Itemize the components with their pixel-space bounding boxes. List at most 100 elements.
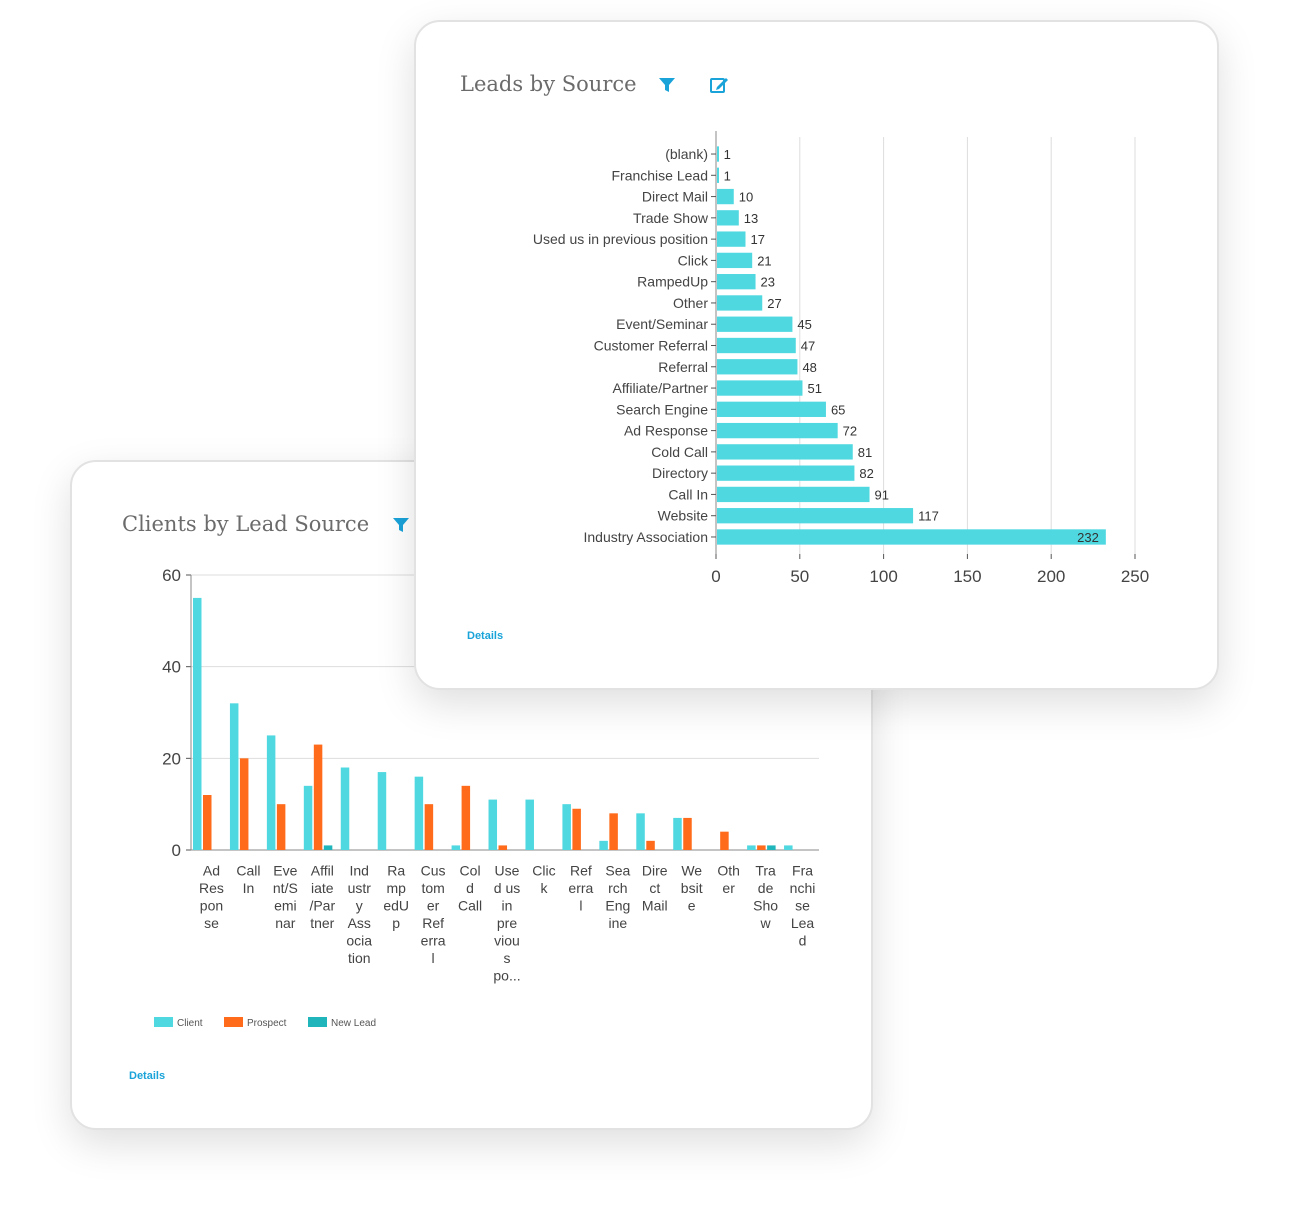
bar <box>717 508 914 524</box>
value-label: 81 <box>858 445 872 460</box>
category-label: RampedUp <box>637 274 708 290</box>
value-label: 27 <box>767 296 781 311</box>
category-label: Referral <box>658 359 708 375</box>
legend-swatch <box>308 1017 327 1027</box>
bar <box>461 785 471 850</box>
bar <box>717 188 734 205</box>
category-label: Used us in previous position <box>533 231 708 247</box>
bar <box>683 817 692 850</box>
bar <box>229 703 239 850</box>
x-tick-label: 250 <box>1121 567 1149 586</box>
bar <box>313 744 323 850</box>
category-label: Other <box>673 295 708 311</box>
category-label: Tra de Sho w <box>753 863 778 932</box>
bar <box>720 831 729 850</box>
bar <box>757 845 766 850</box>
bar <box>767 845 776 850</box>
category-label: Customer Referral <box>594 338 708 354</box>
value-label: 45 <box>797 317 811 332</box>
category-label: Direct Mail <box>642 189 708 205</box>
legend-swatch <box>154 1017 173 1027</box>
leads-details-link[interactable]: Details <box>467 630 504 642</box>
category-label: Trade Show <box>633 210 709 226</box>
bar <box>525 799 534 850</box>
bar <box>717 401 826 417</box>
value-label: 21 <box>757 253 771 268</box>
bar <box>646 840 655 850</box>
x-tick-label: 0 <box>711 567 720 586</box>
bar <box>673 817 682 850</box>
category-label: (blank) <box>665 146 708 162</box>
category-label: Search Engine <box>616 401 708 417</box>
category-label: Directory <box>652 465 708 481</box>
category-label: Cus tom er Ref erra l <box>421 863 446 967</box>
bar <box>323 845 333 850</box>
bar <box>717 231 746 247</box>
category-label: Dire ct Mail <box>642 863 668 914</box>
value-label: 17 <box>750 232 764 247</box>
bar <box>717 380 803 396</box>
bar <box>303 785 313 850</box>
category-label: Event/Seminar <box>616 316 708 332</box>
legend-swatch <box>224 1017 243 1027</box>
y-tick-label: 20 <box>162 749 181 768</box>
clients-details-link[interactable]: Details <box>129 1070 166 1082</box>
filter-icon[interactable] <box>656 74 678 96</box>
bar <box>340 767 350 850</box>
bar <box>717 337 796 354</box>
y-tick-label: 0 <box>172 841 181 860</box>
legend-label: Client <box>177 1018 203 1029</box>
value-label: 48 <box>802 360 816 375</box>
category-label: Col d Call <box>458 863 482 914</box>
category-label: Fra nchi se Lea d <box>790 863 816 949</box>
value-label: 10 <box>739 190 753 205</box>
bar <box>562 804 571 850</box>
filter-icon[interactable] <box>390 514 412 536</box>
bar <box>717 444 853 460</box>
value-label: 232 <box>1077 530 1099 545</box>
leads-card-title: Leads by Source <box>460 72 637 96</box>
category-label: Ind ustr y Ass ocia tion <box>346 863 372 967</box>
bar <box>498 845 508 850</box>
bar <box>193 597 202 850</box>
x-tick-label: 150 <box>953 567 981 586</box>
leads-by-source-card: Leads by Source 0 50 100 150 200 250 (blank) 1 F… <box>414 20 1219 690</box>
bar <box>717 465 855 481</box>
bar <box>451 845 461 850</box>
value-label: 23 <box>761 275 775 290</box>
value-label: 1 <box>724 147 731 162</box>
bar <box>276 804 286 850</box>
category-label: Sea rch Eng ine <box>605 863 630 932</box>
bar <box>609 813 618 850</box>
x-tick-label: 100 <box>869 567 897 586</box>
bar <box>717 529 1106 545</box>
category-label: Website <box>658 508 709 524</box>
value-label: 72 <box>843 424 857 439</box>
bar <box>414 776 424 850</box>
category-label: Cold Call <box>651 444 708 460</box>
bar <box>239 758 249 850</box>
legend-label: Prospect <box>247 1018 287 1029</box>
y-tick-label: 40 <box>162 658 181 677</box>
category-label: Click <box>678 252 709 268</box>
y-tick-label: 60 <box>162 566 181 585</box>
edit-icon[interactable] <box>708 74 730 96</box>
value-label: 13 <box>744 211 758 226</box>
category-label: Call In <box>668 486 708 502</box>
bar <box>717 359 798 375</box>
value-label: 51 <box>807 381 821 396</box>
value-label: 91 <box>875 487 889 502</box>
bar <box>266 735 276 850</box>
category-label: Call In <box>236 863 260 897</box>
clients-card-title: Clients by Lead Source <box>122 512 370 536</box>
bar <box>488 799 498 850</box>
value-label: 1 <box>724 168 731 183</box>
bar <box>424 804 434 850</box>
